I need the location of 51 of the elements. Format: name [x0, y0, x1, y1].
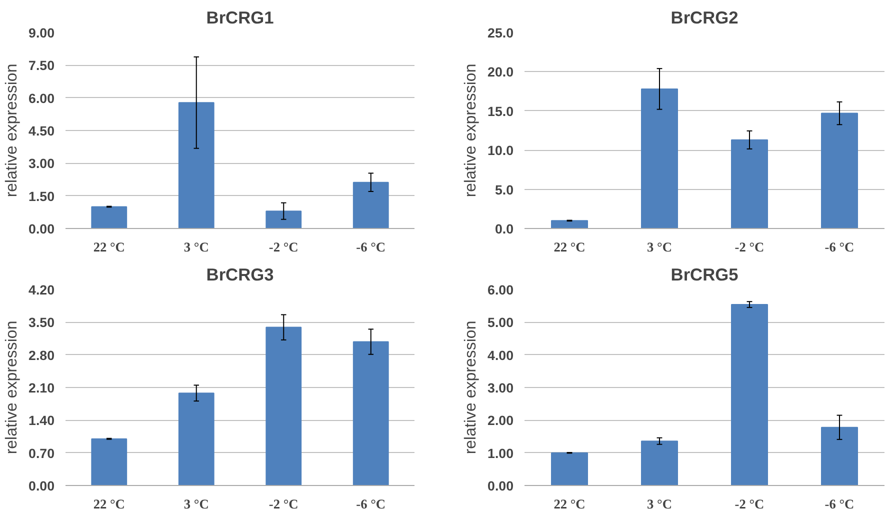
x-tick-label: 3 °C	[647, 496, 672, 512]
y-tick-label: 1.40	[28, 413, 55, 428]
y-tick-label: 3.50	[28, 315, 55, 330]
x-tick-label: -2 °C	[268, 240, 298, 254]
chart-title: BrCRG3	[206, 264, 274, 284]
y-tick-label: 0.00	[488, 478, 514, 494]
y-tick-label: 4.50	[28, 124, 55, 138]
y-tick-label: 0.0	[494, 222, 514, 236]
y-axis-title: relative expression	[462, 320, 480, 454]
x-tick-label: -6 °C	[356, 240, 386, 254]
y-tick-label: 5.00	[488, 315, 514, 330]
y-tick-label: 1.50	[28, 188, 55, 204]
y-tick-label: 6.00	[28, 90, 55, 106]
x-tick-label: 3 °C	[184, 496, 209, 512]
y-tick-label: 2.00	[488, 413, 514, 428]
x-tick-label: 22 °C	[554, 240, 586, 254]
y-tick-label: 2.80	[28, 348, 55, 363]
chart-title: BrCRG2	[670, 8, 738, 28]
x-tick-label: 22 °C	[93, 496, 125, 512]
x-tick-label: 22 °C	[554, 496, 586, 512]
x-tick-label: -6 °C	[824, 240, 854, 254]
y-tick-label: 1.00	[488, 446, 514, 461]
x-tick-label: 3 °C	[184, 240, 209, 254]
y-axis-title: relative expression	[4, 64, 21, 198]
y-tick-label: 9.00	[28, 26, 55, 40]
y-tick-label: 3.00	[488, 380, 514, 396]
y-axis-title: relative expression	[4, 320, 21, 454]
y-tick-label: 5.0	[494, 182, 514, 198]
x-tick-label: 3 °C	[647, 240, 672, 254]
x-tick-label: -6 °C	[356, 496, 386, 512]
y-tick-label: 10.0	[488, 143, 514, 158]
x-tick-label: -2 °C	[268, 496, 298, 512]
y-tick-label: 0.00	[28, 478, 55, 494]
y-tick-label: 4.20	[28, 282, 55, 298]
y-tick-label: 2.10	[28, 380, 55, 396]
y-tick-label: 20.0	[488, 64, 514, 80]
chart-title: BrCRG5	[670, 264, 739, 284]
y-tick-label: 3.00	[28, 156, 55, 172]
y-tick-label: 7.50	[28, 58, 55, 74]
y-tick-label: 6.00	[488, 282, 514, 298]
x-tick-label: -2 °C	[734, 496, 764, 512]
y-tick-label: 4.00	[488, 348, 514, 363]
x-tick-label: -6 °C	[824, 496, 854, 512]
y-tick-label: 15.0	[488, 104, 514, 119]
x-tick-label: -2 °C	[734, 240, 764, 254]
y-tick-label: 0.00	[28, 222, 55, 236]
y-tick-label: 25.0	[488, 26, 514, 40]
x-tick-label: 22 °C	[93, 240, 125, 254]
y-tick-label: 0.70	[28, 446, 55, 461]
chart-title: BrCRG1	[206, 8, 274, 28]
y-axis-title: relative expression	[462, 64, 480, 198]
